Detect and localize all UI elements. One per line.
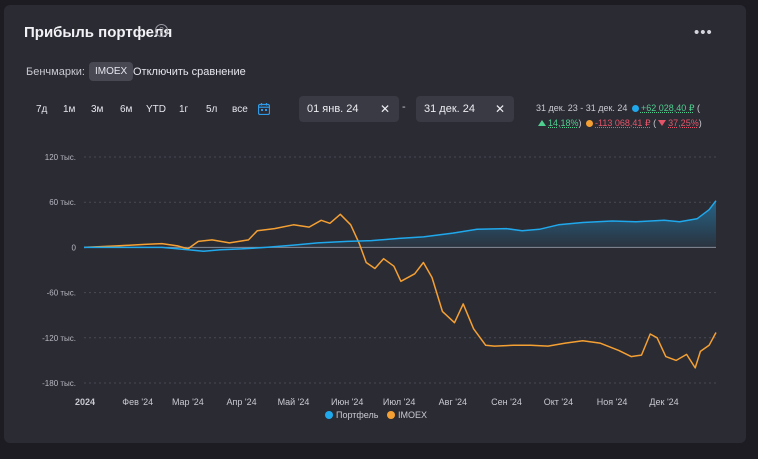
portfolio-profit-percent: 14,18% [548, 118, 579, 128]
open-paren-2: ( [653, 118, 657, 128]
x-tick-label: Фев '24 [122, 397, 153, 407]
period-5y-button[interactable]: 5л [206, 104, 218, 115]
up-arrow-icon [538, 120, 546, 126]
portfolio-area-fill [84, 200, 716, 252]
clear-date-to-icon[interactable]: ✕ [494, 102, 505, 116]
down-arrow-icon [658, 120, 667, 126]
summary-line-2: 14,18%) -113 068,41 ₽ (37,25%) [536, 118, 702, 129]
widget-title: Прибыль портфеля [24, 24, 173, 41]
imoex-profit-value: -113 068,41 ₽ [595, 118, 651, 128]
legend-imoex-dot-icon [386, 411, 395, 419]
date-to-field[interactable]: 31 дек. 24 ✕ [416, 96, 514, 122]
x-tick-label: 2024 [75, 397, 95, 407]
date-from-field[interactable]: 01 янв. 24 ✕ [299, 96, 399, 122]
x-tick-label: Дек '24 [649, 397, 678, 407]
chart-legend: Портфель IMOEX [325, 410, 433, 420]
x-tick-label: Сен '24 [491, 397, 522, 407]
summary-line-1: 31 дек. 23 - 31 дек. 24 +62 028,40 ₽ ( [536, 103, 700, 114]
portfolio-profit-value: +62 028,40 ₽ [640, 103, 695, 113]
imoex-profit-percent: 37,25% [668, 118, 699, 128]
y-tick-label: -60 тыс. [47, 289, 76, 298]
y-tick-label: 0 [72, 243, 77, 252]
y-tick-label: -180 тыс. [42, 379, 76, 388]
disable-comparison-button[interactable]: Отключить сравнение [133, 66, 246, 78]
clear-date-from-icon[interactable]: ✕ [379, 102, 390, 116]
legend-item-portfolio[interactable]: Портфель [325, 410, 378, 420]
x-tick-label: Июн '24 [331, 397, 363, 407]
benchmarks-label: Бенчмарки: [26, 66, 85, 78]
period-ytd-button[interactable]: YTD [146, 104, 166, 115]
legend-portfolio-dot-icon [325, 411, 333, 419]
x-tick-label: Мар '24 [172, 397, 204, 407]
x-tick-label: Апр '24 [227, 397, 257, 407]
portfolio-dot-icon [631, 105, 639, 112]
legend-portfolio-label: Портфель [336, 410, 379, 420]
close-paren-2: ) [698, 118, 702, 128]
date-separator: - [402, 101, 406, 113]
imoex-series-line [83, 213, 717, 369]
period-all-button[interactable]: все [232, 104, 248, 115]
y-tick-label: -120 тыс. [42, 334, 76, 343]
period-1m-button[interactable]: 1м [63, 104, 76, 115]
profit-line-chart[interactable]: 120 тыс. 60 тыс. 0 -60 тыс. -120 тыс. -180 ты… [0, 140, 758, 408]
period-7d-button[interactable]: 7д [36, 104, 48, 115]
period-6m-button[interactable]: 6м [120, 104, 133, 115]
legend-item-imoex[interactable]: IMOEX [386, 410, 427, 420]
portfolio-series-line [84, 200, 717, 252]
y-tick-label: 120 тыс. [45, 153, 76, 162]
legend-imoex-label: IMOEX [397, 410, 427, 420]
benchmark-chip-imoex[interactable]: IMOEX [89, 62, 134, 81]
period-1y-button[interactable]: 1г [179, 104, 189, 115]
open-paren: ( [697, 103, 700, 113]
date-to-value: 31 дек. 24 [424, 103, 475, 115]
close-paren: ) [578, 118, 582, 128]
x-tick-label: Май '24 [278, 397, 310, 407]
x-tick-label: Июл '24 [383, 397, 416, 407]
date-from-value: 01 янв. 24 [307, 103, 359, 115]
x-tick-label: Окт '24 [544, 397, 573, 407]
y-tick-label: 60 тыс. [49, 198, 76, 207]
summary-range: 31 дек. 23 - 31 дек. 24 [536, 103, 628, 113]
period-3m-button[interactable]: 3м [91, 104, 104, 115]
x-tick-label: Ноя '24 [597, 397, 628, 407]
more-dots-icon[interactable]: ••• [694, 24, 713, 41]
x-tick-label: Авг '24 [439, 397, 467, 407]
calendar-icon[interactable] [258, 103, 270, 115]
info-icon[interactable]: ? [155, 24, 168, 37]
imoex-dot-icon [586, 120, 594, 127]
